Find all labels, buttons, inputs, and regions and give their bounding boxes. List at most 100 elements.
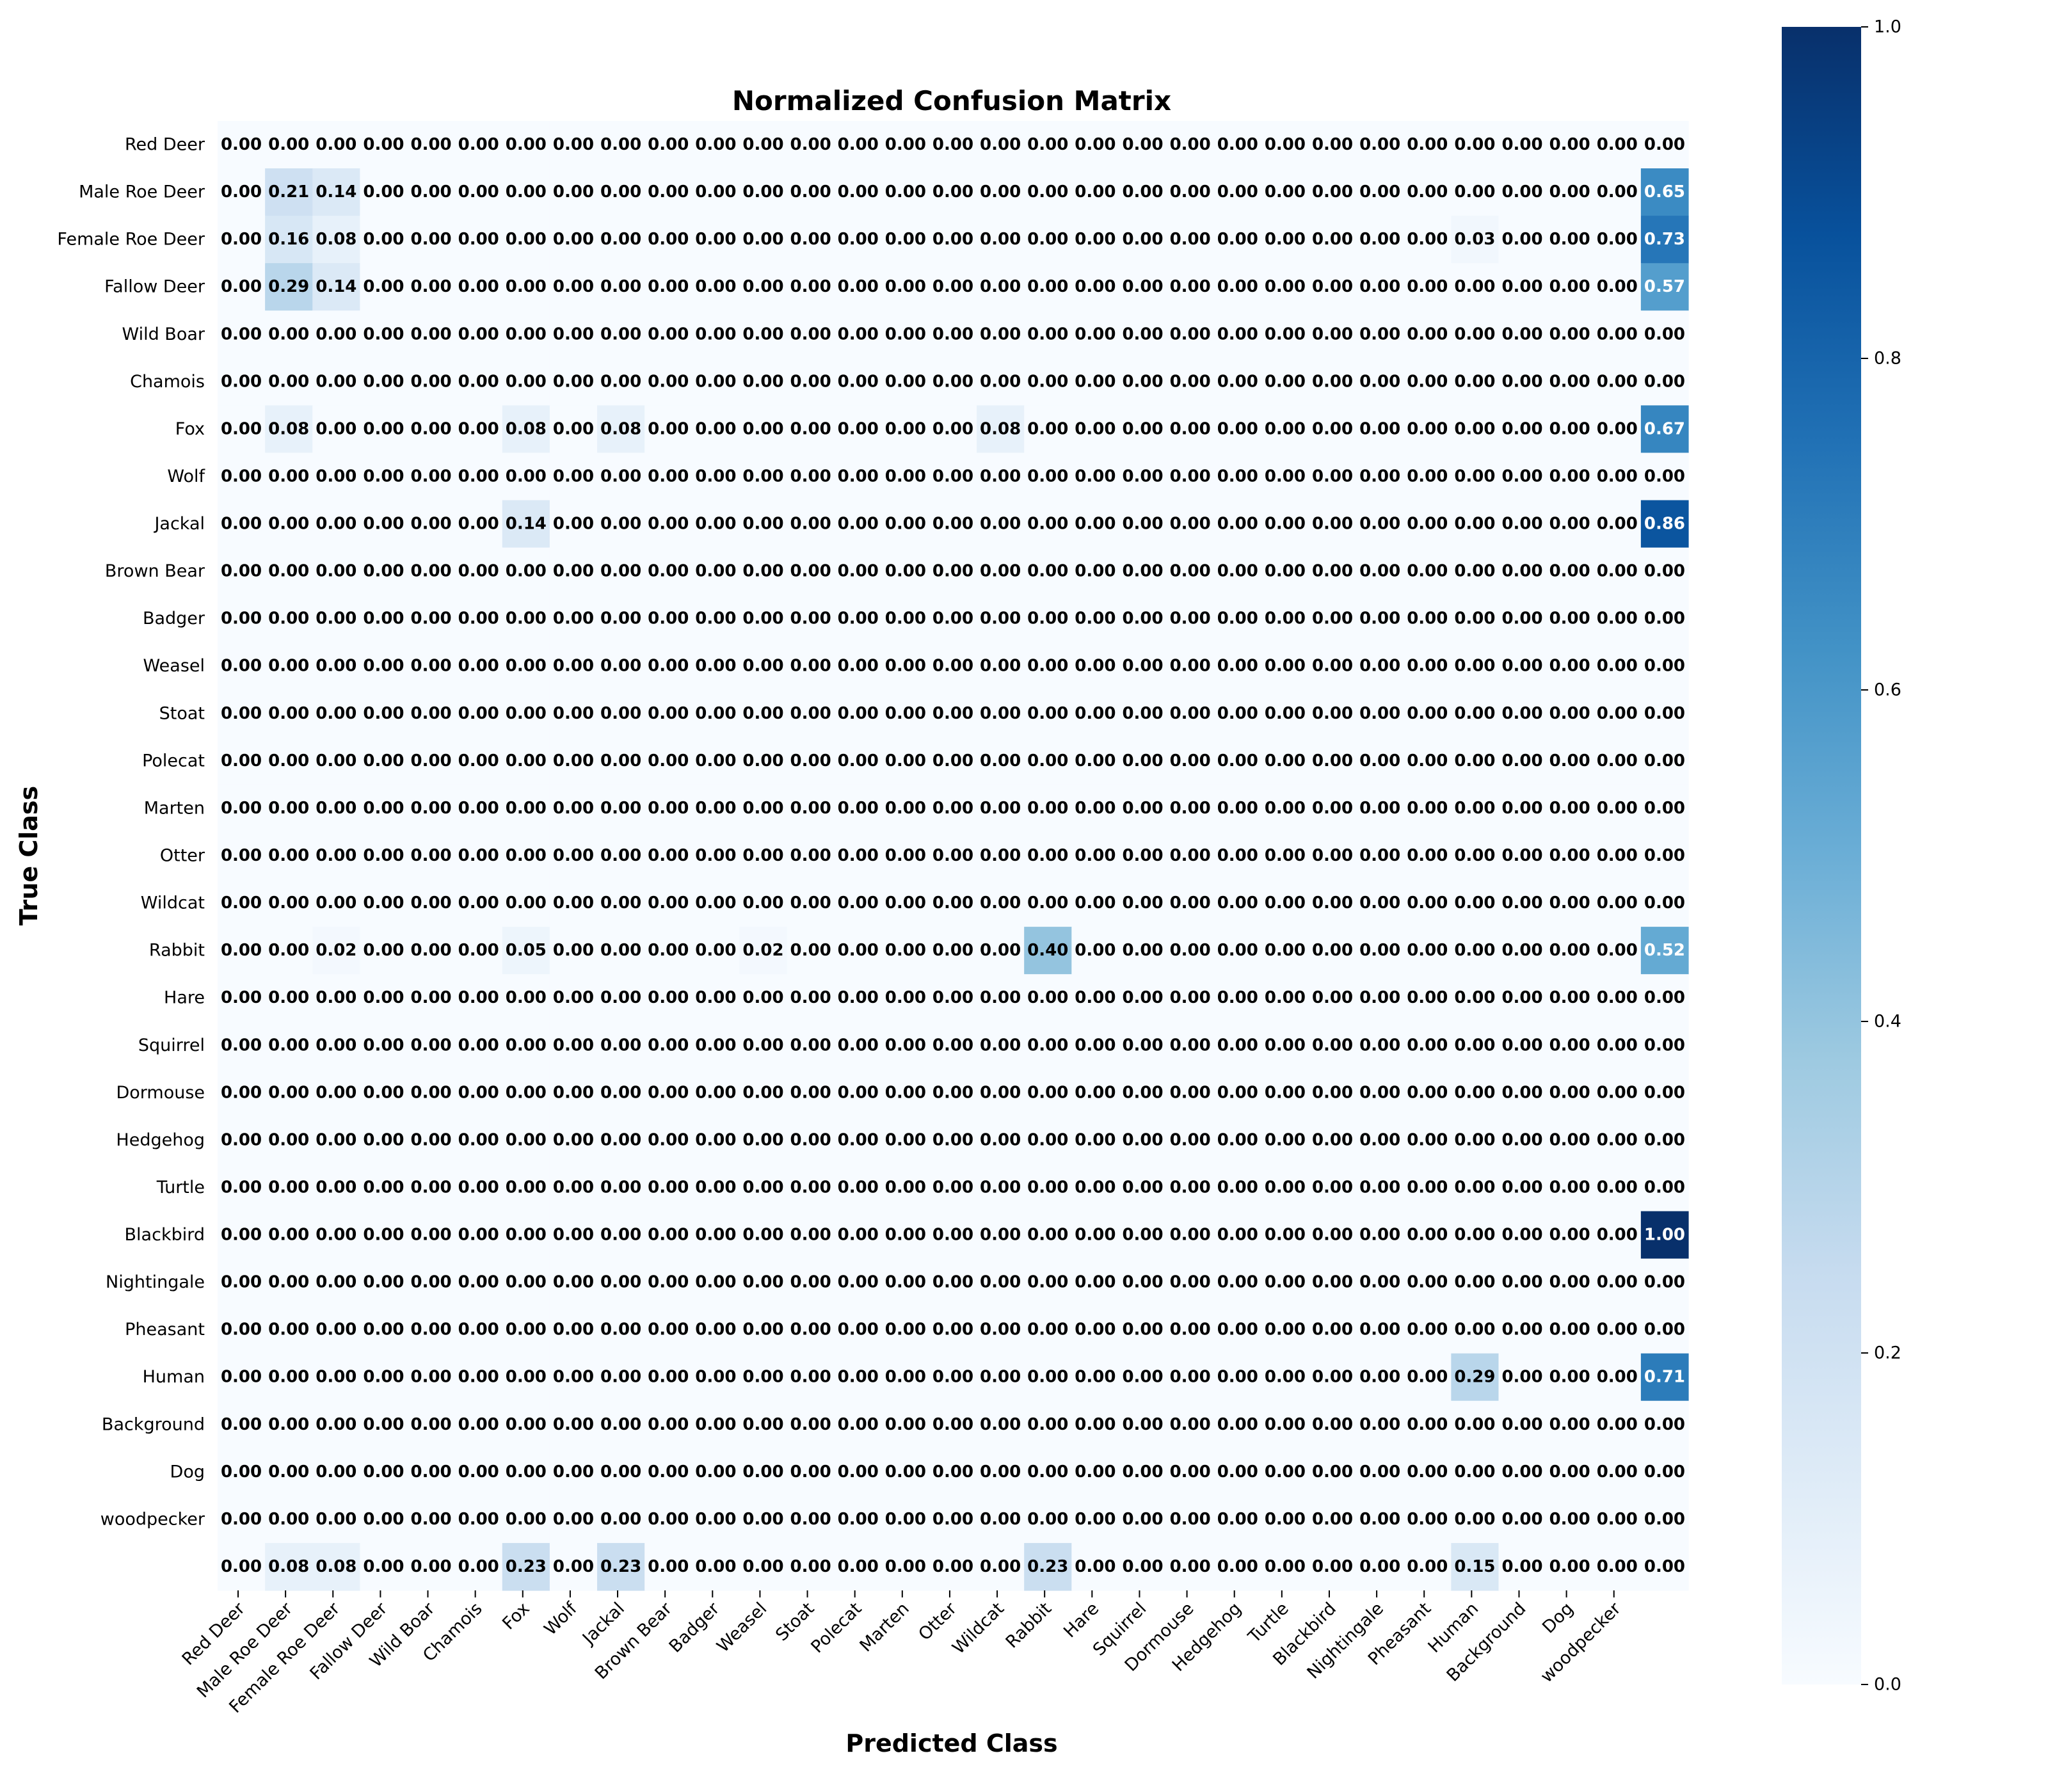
heatmap-cell <box>1640 1400 1689 1449</box>
cell-value-label: 0.00 <box>1549 704 1590 723</box>
heatmap-cell <box>312 121 360 169</box>
heatmap-cell <box>1640 879 1689 927</box>
cell-value-label: 0.00 <box>932 1368 973 1387</box>
heatmap-cell <box>1024 1495 1072 1544</box>
heatmap-cell <box>1356 1448 1404 1496</box>
cell-value-label: 0.00 <box>885 324 926 344</box>
heatmap-cell <box>597 642 645 691</box>
heatmap-cell <box>977 1116 1025 1165</box>
cell-value-label: 0.00 <box>1217 751 1258 771</box>
heatmap-cell <box>1213 358 1262 406</box>
cell-value-label: 0.00 <box>932 799 973 818</box>
cell-value-label: 0.00 <box>1454 799 1495 818</box>
cell-value-label: 0.00 <box>695 1510 736 1529</box>
cell-value-label: 0.00 <box>1312 1273 1353 1292</box>
heatmap-cell <box>312 879 360 927</box>
heatmap-cell <box>1261 405 1309 454</box>
cell-value-label: 0.00 <box>316 1273 356 1292</box>
cell-value-label: 0.08 <box>268 419 309 438</box>
cell-value-label: 0.00 <box>1170 1415 1211 1434</box>
cell-value-label: 0.00 <box>553 1510 594 1529</box>
cell-value-label: 0.00 <box>1312 799 1353 818</box>
heatmap-cell <box>265 1306 313 1354</box>
heatmap-cell <box>1356 1021 1404 1069</box>
cell-value-label: 0.00 <box>1597 1462 1638 1482</box>
cell-value-label: 0.00 <box>695 988 736 1007</box>
cell-value-label: 0.00 <box>221 893 262 913</box>
heatmap-cell <box>644 168 692 216</box>
heatmap-cell <box>360 642 408 691</box>
cell-value-label: 0.00 <box>742 1557 783 1576</box>
cell-value-label: 0.00 <box>695 324 736 344</box>
heatmap-cell <box>692 879 740 927</box>
heatmap-cell <box>549 310 598 358</box>
heatmap-cell <box>1498 452 1547 501</box>
cell-value-label: 0.00 <box>1597 1368 1638 1387</box>
cell-value-label: 0.00 <box>268 515 309 534</box>
heatmap-cell <box>549 595 598 643</box>
heatmap-cell <box>1308 974 1357 1022</box>
heatmap-cell <box>1640 1258 1689 1307</box>
cell-value-label: 0.00 <box>838 467 879 486</box>
heatmap-cell <box>1308 1400 1357 1449</box>
heatmap-cell <box>739 452 788 501</box>
cell-value-label: 0.00 <box>1122 799 1163 818</box>
heatmap-cell <box>739 121 788 169</box>
heatmap-cell <box>881 1353 930 1402</box>
heatmap-cell <box>549 642 598 691</box>
heatmap-cell <box>312 263 360 311</box>
heatmap-cell <box>454 737 503 785</box>
cell-value-label: 0.00 <box>838 1036 879 1055</box>
cell-value-label: 0.00 <box>1075 1273 1116 1292</box>
cell-value-label: 0.00 <box>1501 1226 1542 1245</box>
heatmap-cell <box>644 642 692 691</box>
cell-value-label: 0.00 <box>268 609 309 628</box>
cell-value-label: 0.00 <box>1122 1320 1163 1340</box>
heatmap-cell <box>454 1164 503 1212</box>
cell-value-label: 0.00 <box>363 1510 404 1529</box>
heatmap-cell <box>549 689 598 738</box>
cell-value-label: 0.00 <box>1170 657 1211 676</box>
y-tick-label: Turtle <box>156 1178 205 1197</box>
heatmap-cell <box>1451 547 1500 596</box>
cell-value-label: 0.00 <box>1501 609 1542 628</box>
cell-value-label: 0.00 <box>1597 988 1638 1007</box>
heatmap-cell <box>218 452 266 501</box>
cell-value-label: 0.00 <box>600 704 641 723</box>
cell-value-label: 0.00 <box>1597 1320 1638 1340</box>
cell-value-label: 0.00 <box>932 1557 973 1576</box>
heatmap-cell <box>1071 1353 1120 1402</box>
cell-value-label: 0.00 <box>1359 515 1400 534</box>
heatmap-cell <box>1546 1116 1594 1165</box>
cell-value-label: 0.00 <box>980 324 1021 344</box>
heatmap-cell <box>1308 168 1357 216</box>
heatmap-cell <box>312 310 360 358</box>
heatmap-cell <box>597 1211 645 1260</box>
heatmap-cell <box>1640 974 1689 1022</box>
heatmap-cell <box>549 831 598 880</box>
cell-value-label: 0.00 <box>1312 988 1353 1007</box>
heatmap-cell <box>739 974 788 1022</box>
cell-value-label: 0.00 <box>1549 562 1590 581</box>
heatmap-cell <box>218 263 266 311</box>
cell-value-label: 0.00 <box>742 277 783 296</box>
cell-value-label: 0.00 <box>506 562 547 581</box>
heatmap-cell <box>549 500 598 548</box>
cell-value-label: 0.00 <box>885 1415 926 1434</box>
cell-value-label: 0.00 <box>790 562 831 581</box>
cell-value-label: 0.00 <box>790 1226 831 1245</box>
cell-value-label: 0.00 <box>1122 1130 1163 1149</box>
heatmap-cell <box>549 1069 598 1117</box>
heatmap-cell <box>881 1164 930 1212</box>
cell-value-label: 0.00 <box>1170 609 1211 628</box>
heatmap-cell <box>1119 1258 1167 1307</box>
cell-value-label: 0.00 <box>363 1557 404 1576</box>
cell-value-label: 0.00 <box>553 230 594 249</box>
cell-value-label: 0.00 <box>1217 1557 1258 1576</box>
heatmap-cell <box>1404 500 1452 548</box>
y-tick-label: Hedgehog <box>116 1130 205 1150</box>
cell-value-label: 0.00 <box>790 1462 831 1482</box>
cell-value-label: 0.00 <box>458 182 499 202</box>
cell-value-label: 0.00 <box>411 1036 452 1055</box>
heatmap-cell <box>1024 263 1072 311</box>
